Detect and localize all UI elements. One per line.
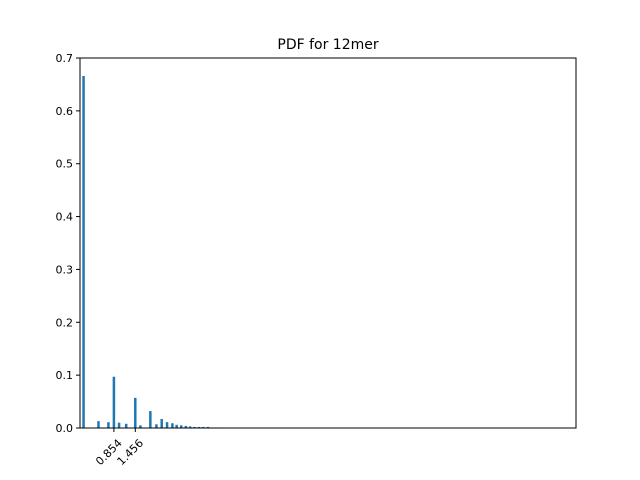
bar: [160, 419, 163, 428]
bar: [175, 424, 178, 428]
bar: [124, 423, 128, 428]
bar: [112, 376, 116, 428]
bar: [180, 425, 183, 428]
bar: [206, 426, 210, 428]
bar: [184, 425, 188, 428]
y-tick-label: 0.5: [56, 158, 74, 171]
y-tick-label: 0.7: [56, 52, 74, 65]
bar: [165, 422, 169, 428]
bar: [139, 425, 142, 428]
y-tick-label: 0.3: [56, 263, 74, 276]
bars-group: [82, 75, 217, 428]
y-tick-label: 0.4: [56, 211, 74, 224]
y-tick-label: 0.0: [56, 422, 74, 435]
y-tick-label: 0.1: [56, 369, 74, 382]
y-tick-label: 0.6: [56, 105, 74, 118]
bar: [193, 426, 196, 428]
chart-title: PDF for 12mer: [277, 37, 378, 53]
bar: [155, 424, 158, 428]
y-tick-label: 0.2: [56, 316, 74, 329]
bar: [82, 75, 85, 428]
bar: [107, 422, 110, 428]
bar: [202, 426, 205, 428]
y-axis: 0.0 0.1 0.2 0.3 0.4 0.5 0.6 0.7: [56, 52, 80, 435]
bar: [134, 397, 137, 428]
bar: [97, 421, 100, 428]
plot-frame: [79, 57, 577, 429]
bar: [197, 426, 201, 428]
bar: [171, 423, 174, 428]
bar: [149, 411, 152, 428]
bar: [117, 422, 121, 428]
bar: [188, 426, 192, 428]
